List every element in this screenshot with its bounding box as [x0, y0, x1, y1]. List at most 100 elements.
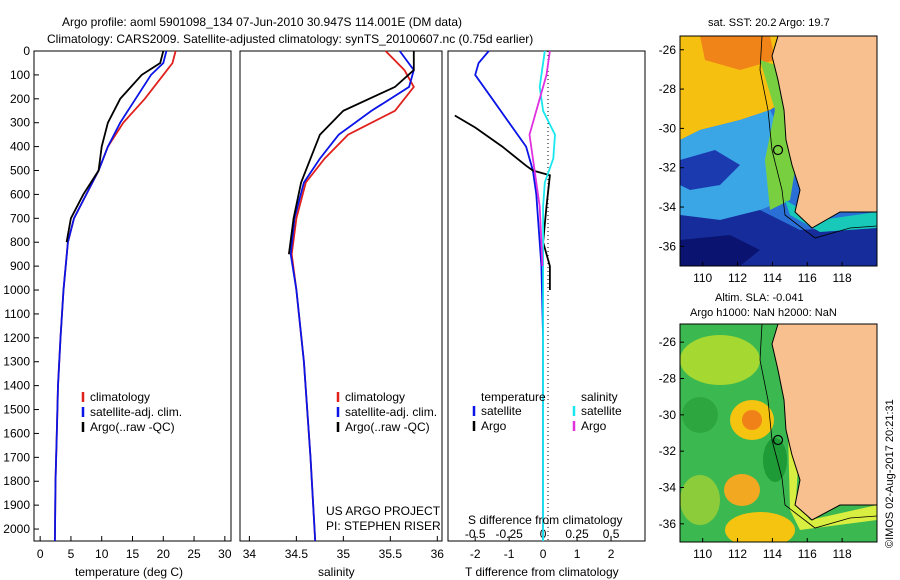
depth-tick-label: 100 [10, 68, 30, 82]
figure-title-line2: Climatology: CARS2009. Satellite-adjuste… [47, 32, 533, 46]
map-lon-label: 112 [728, 271, 747, 285]
legend-argo: Argo(..raw -QC) [90, 420, 175, 434]
salinity-legend: climatology satellite-adj. clim. Argo(..… [336, 390, 437, 434]
temperature-tick-label: 20 [157, 547, 171, 561]
temperature-x-axis: 0 5 10 15 20 25 30 [37, 536, 232, 561]
depth-tick-label: 400 [10, 140, 30, 154]
temperature-tick-label: 15 [126, 547, 140, 561]
sst-field [680, 36, 877, 266]
depth-tick-label: 1000 [3, 283, 30, 297]
s-difference-tick-label: -0.5 [465, 527, 486, 541]
map-lon-label: 116 [798, 547, 817, 561]
profile-line-satellite-adj-clim- [289, 50, 415, 542]
legend-s-argo: Argo [581, 419, 607, 433]
salinity-x-axis: 34 34.5 35 35.5 36 [243, 536, 444, 561]
difference-legend: temperature satellite Argo salinity sate… [472, 390, 622, 433]
salinity-tick-label: 35 [337, 547, 351, 561]
temperature-tick-label: 5 [68, 547, 75, 561]
salinity-tick-label: 34 [243, 547, 257, 561]
depth-tick-label: 900 [10, 259, 30, 273]
map-lon-label: 112 [728, 547, 747, 561]
difference-panel: -2 -1 0 1 2-0.5 -0.25 0 0.25 0.5 S difference fr… [447, 50, 646, 579]
difference-x-axes: -2 -1 0 1 2-0.5 -0.25 0 0.25 0.5 [465, 527, 620, 561]
profile-line-salinity-satellite [538, 50, 556, 541]
salinity-xlabel: salinity [318, 565, 355, 579]
map-lat-label: -26 [659, 335, 677, 349]
sst-map: sat. SST: 20.2 Argo: 19.7 -26 -28 -30 -32 -3… [659, 17, 878, 285]
temperature-tick-label: 10 [95, 547, 109, 561]
sst-map-frame [679, 35, 878, 267]
legend-salinity-heading: salinity [581, 390, 618, 404]
map-lon-label: 110 [693, 547, 712, 561]
s-difference-title: S difference from climatology [468, 513, 623, 527]
profile-line-climatology [54, 50, 177, 542]
depth-tick-label: 200 [10, 92, 30, 106]
legend-climatology: climatology [90, 390, 150, 404]
map-lat-label: -26 [659, 43, 677, 57]
depth-tick-label: 1400 [3, 379, 30, 393]
temperature-profiles [54, 50, 177, 542]
depth-axis: 0 100 200 300 400 500 600 700 800 900 1000 1100 1200… [3, 44, 39, 536]
s-difference-tick-label: 0.25 [565, 527, 589, 541]
depth-tick-label: 2000 [3, 522, 30, 536]
temperature-tick-label: 25 [187, 547, 201, 561]
sla-map-axes: -26 -28 -30 -32 -34 -36 110 112 114 116 118 [659, 335, 852, 561]
difference-plot-frame [447, 50, 646, 542]
map-lon-label: 118 [833, 547, 852, 561]
legend-t-argo: Argo [481, 419, 507, 433]
sst-map-axes: -26 -28 -30 -32 -34 -36 110 112 114 116 118 [659, 43, 852, 285]
profile-line-argo-raw-qc- [288, 51, 415, 255]
depth-tick-label: 1500 [3, 403, 30, 417]
depth-tick-label: 1300 [3, 355, 30, 369]
map-lat-label: -30 [659, 408, 677, 422]
project-credit: US ARGO PROJECT [326, 504, 441, 518]
t-difference-tick-label: -1 [504, 547, 515, 561]
map-lat-label: -28 [659, 372, 677, 386]
depth-tick-label: 1800 [3, 474, 30, 488]
legend-t-satellite: satellite [481, 404, 522, 418]
t-difference-tick-label: 2 [608, 547, 615, 561]
legend-temperature-heading: temperature [481, 390, 546, 404]
salinity-tick-label: 35.5 [379, 547, 403, 561]
temperature-tick-label: 30 [218, 547, 232, 561]
legend-climatology: climatology [345, 390, 405, 404]
map-lat-label: -32 [659, 444, 677, 458]
map-lat-label: -32 [659, 161, 677, 175]
sla-field [680, 324, 877, 542]
figure-title-line1: Argo profile: aoml 5901098_134 07-Jun-20… [62, 15, 462, 29]
map-lat-label: -36 [659, 517, 677, 531]
depth-tick-label: 1100 [4, 307, 30, 321]
legend-s-satellite: satellite [581, 404, 622, 418]
map-lon-label: 118 [833, 271, 852, 285]
sla-map: Altim. SLA: -0.041 Argo h1000: NaN h2000… [659, 292, 878, 561]
map-lat-label: -28 [659, 82, 677, 96]
map-lat-label: -34 [659, 200, 677, 214]
t-difference-tick-label: -2 [470, 547, 481, 561]
depth-tick-label: 500 [10, 164, 30, 178]
t-difference-xlabel: T difference from climatology [465, 565, 619, 579]
depth-tick-label: 1700 [3, 450, 30, 464]
map-lon-label: 116 [798, 271, 817, 285]
map-lon-label: 114 [763, 271, 782, 285]
s-difference-tick-label: -0.25 [495, 527, 523, 541]
salinity-profiles [288, 50, 415, 542]
depth-tick-label: 0 [23, 44, 30, 58]
argo-float-marker-2 [772, 434, 784, 446]
depth-tick-label: 800 [10, 235, 30, 249]
profile-line-satellite-adj-clim- [54, 50, 168, 542]
salinity-plot-frame [239, 50, 443, 542]
legend-satellite: satellite-adj. clim. [90, 405, 182, 419]
t-difference-tick-label: 0 [540, 547, 547, 561]
temperature-tick-label: 0 [37, 547, 44, 561]
depth-tick-label: 1200 [3, 331, 30, 345]
profile-line-salinity-argo [528, 50, 551, 267]
depth-tick-label: 700 [10, 211, 30, 225]
depth-tick-label: 300 [10, 116, 30, 130]
legend-argo: Argo(..raw -QC) [345, 420, 430, 434]
salinity-tick-label: 34.5 [285, 547, 309, 561]
difference-profiles [454, 50, 556, 541]
depth-tick-label: 1600 [3, 426, 30, 440]
map-lat-label: -34 [659, 481, 677, 495]
map-lat-label: -30 [659, 121, 677, 135]
